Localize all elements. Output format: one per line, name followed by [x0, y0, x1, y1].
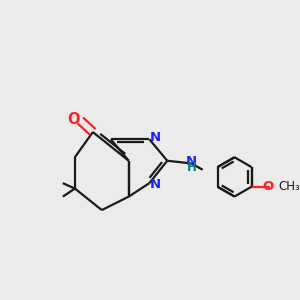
Text: N: N	[186, 155, 197, 168]
Text: O: O	[67, 112, 80, 127]
Text: CH₃: CH₃	[278, 180, 300, 193]
Text: N: N	[150, 130, 161, 144]
Text: H: H	[187, 161, 196, 174]
Text: O: O	[263, 180, 274, 193]
Text: N: N	[150, 178, 161, 191]
